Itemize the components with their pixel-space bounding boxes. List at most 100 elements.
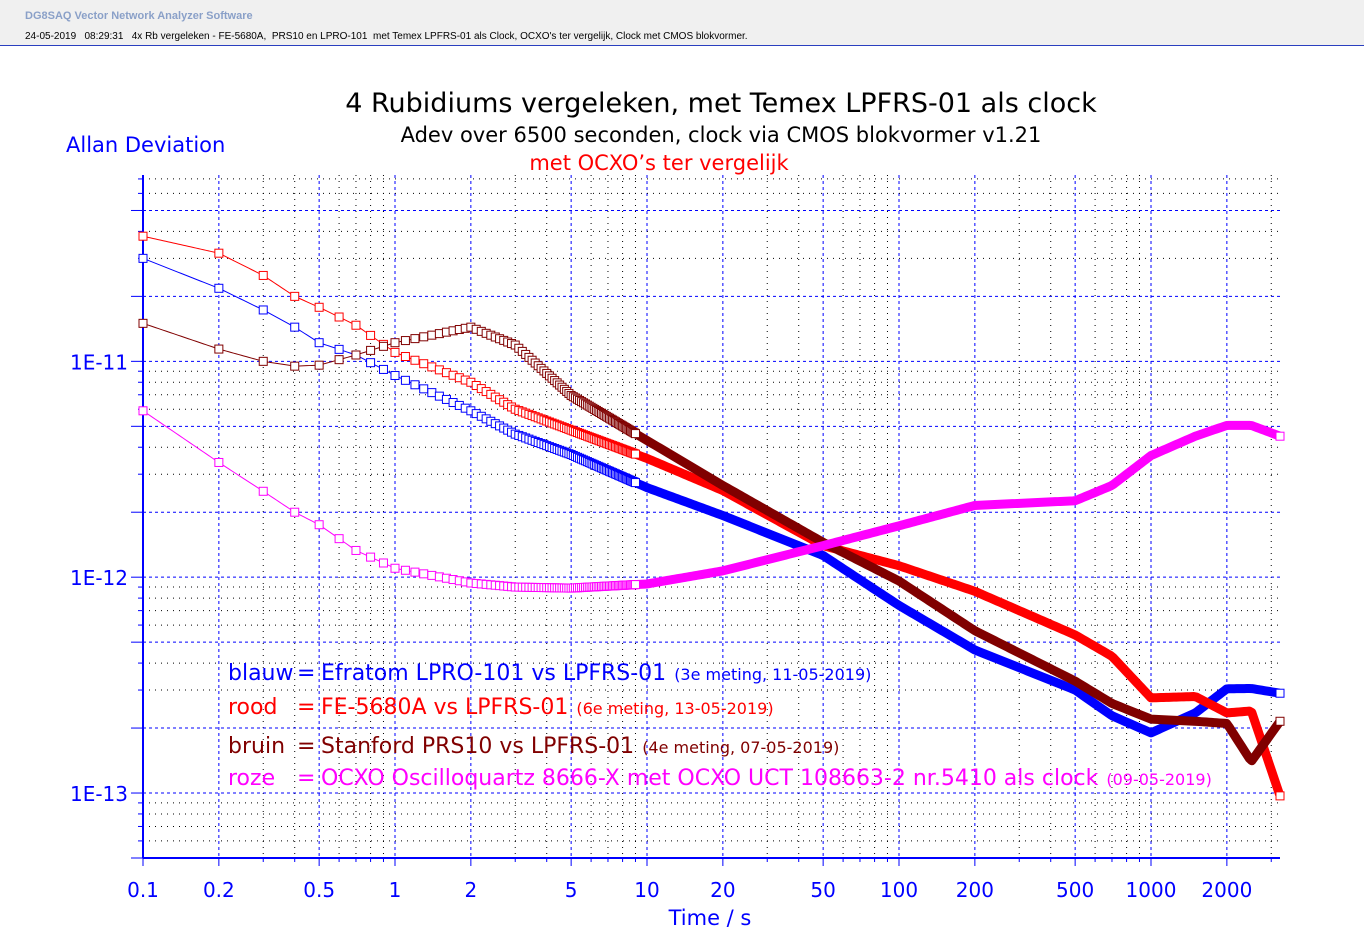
legend-key: rood: [228, 695, 277, 720]
data-marker: [400, 336, 410, 346]
x-tick-label: 0.2: [203, 878, 235, 902]
x-tick-label: 100: [880, 878, 918, 902]
data-marker: [290, 291, 300, 301]
x-tick-label: 500: [1056, 878, 1094, 902]
data-marker: [258, 305, 268, 315]
data-marker: [334, 312, 344, 322]
x-tick-label: 200: [956, 878, 994, 902]
data-marker: [290, 507, 300, 517]
x-tick-label: 1000: [1126, 878, 1177, 902]
legend-eq: =: [297, 734, 315, 759]
data-marker: [410, 380, 420, 390]
data-marker: [334, 534, 344, 544]
chart-subtitle: Adev over 6500 seconden, clock via CMOS …: [401, 123, 1042, 147]
y-tick-label: 1E-12: [70, 566, 128, 590]
data-marker: [334, 355, 344, 365]
legend-entry-blauw: blauw = Efratom LPRO-101 vs LPFRS-01 (3e me…: [228, 661, 871, 686]
x-tick-label: 5: [565, 878, 578, 902]
data-marker: [258, 356, 268, 366]
data-marker: [427, 362, 437, 372]
data-marker: [138, 318, 148, 328]
data-marker: [1275, 688, 1285, 698]
x-tick-label: 1: [389, 878, 402, 902]
data-marker: [1275, 716, 1285, 726]
x-tick-label: 50: [810, 878, 835, 902]
data-marker: [630, 429, 640, 439]
data-marker: [400, 375, 410, 385]
series-bruin: [138, 318, 1285, 766]
data-marker: [630, 449, 640, 459]
data-marker: [258, 270, 268, 280]
data-marker: [400, 352, 410, 362]
data-marker: [1275, 431, 1285, 441]
chart-title: 4 Rubidiums vergeleken, met Temex LPFRS-…: [345, 88, 1097, 119]
data-marker: [390, 563, 400, 573]
data-marker: [410, 567, 420, 577]
data-marker: [419, 332, 429, 342]
legend-note: (09-05-2019): [1106, 770, 1211, 789]
legend-key: roze: [228, 766, 275, 791]
legend-eq: =: [297, 766, 315, 791]
data-marker: [427, 330, 437, 340]
x-tick-label: 2000: [1201, 878, 1252, 902]
data-marker: [378, 558, 388, 568]
legend-text: Stanford PRS10 vs LPFRS-01: [321, 734, 634, 759]
data-marker: [138, 406, 148, 416]
x-tick-label: 2: [464, 878, 477, 902]
data-marker: [419, 569, 429, 579]
window-header: DG8SAQ Vector Network Analyzer Software …: [0, 0, 1364, 46]
legend-text: FE-5680A vs LPFRS-01: [321, 695, 568, 720]
data-marker: [214, 283, 224, 293]
legend-eq: =: [297, 695, 315, 720]
data-marker: [366, 358, 376, 368]
data-marker: [390, 338, 400, 348]
legend-entry-roze: roze = OCXO Oscilloquartz 8666-X met OCXO …: [228, 766, 1212, 791]
data-marker: [214, 344, 224, 354]
legend-note: (6e meting, 13-05-2019): [576, 699, 773, 718]
series-thick-line: [622, 420, 1282, 590]
data-marker: [1275, 791, 1285, 801]
series-line: [142, 410, 1280, 589]
legend-note: (3e meting, 11-05-2019): [674, 665, 871, 684]
chart-subtitle-2: met OCXO’s ter vergelijk: [529, 151, 789, 175]
data-marker: [630, 478, 640, 488]
data-marker: [334, 344, 344, 354]
x-tick-label: 20: [710, 878, 735, 902]
data-marker: [351, 545, 361, 555]
data-marker: [351, 320, 361, 330]
data-marker: [290, 322, 300, 332]
data-marker: [419, 359, 429, 369]
data-marker: [410, 355, 420, 365]
data-marker: [138, 231, 148, 241]
legend-key: bruin: [228, 734, 285, 759]
measurement-subtitle: 24-05-2019 08:29:31 4x Rb vergeleken - F…: [25, 31, 748, 42]
legend-entry-bruin: bruin = Stanford PRS10 vs LPFRS-01 (4e meti…: [228, 734, 839, 759]
data-marker: [630, 580, 640, 590]
data-marker: [258, 486, 268, 496]
data-marker: [410, 334, 420, 344]
data-marker: [214, 457, 224, 467]
y-tick-label: 1E-13: [70, 782, 128, 806]
legend-eq: =: [297, 661, 315, 686]
y-tick-label: 1E-11: [70, 350, 128, 374]
app-title: DG8SAQ Vector Network Analyzer Software: [25, 10, 253, 22]
data-marker: [427, 388, 437, 398]
legend-entry-rood: rood = FE-5680A vs LPFRS-01 (6e meting, 13-…: [228, 695, 774, 720]
data-marker: [314, 302, 324, 312]
legend-text: Efratom LPRO-101 vs LPFRS-01: [321, 661, 666, 686]
x-tick-label: 10: [634, 878, 659, 902]
x-axis-label: Time / s: [668, 906, 752, 930]
data-marker: [419, 384, 429, 394]
series-thick-line: [622, 423, 1284, 766]
data-marker: [214, 248, 224, 258]
data-marker: [378, 364, 388, 374]
legend-note: (4e meting, 07-05-2019): [642, 738, 839, 757]
x-tick-label: 0.5: [303, 878, 335, 902]
data-marker: [390, 370, 400, 380]
data-marker: [366, 552, 376, 562]
data-marker: [314, 360, 324, 370]
legend-text: OCXO Oscilloquartz 8666-X met OCXO UCT 1…: [321, 766, 1099, 791]
data-marker: [390, 347, 400, 357]
x-tick-label: 0.1: [127, 878, 159, 902]
